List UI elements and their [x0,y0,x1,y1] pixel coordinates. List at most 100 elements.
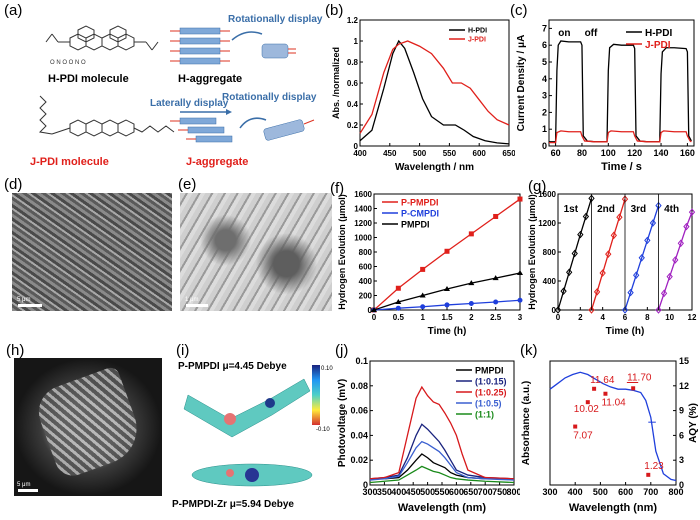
porous-structure [31,365,147,481]
sem-image-h: 5 μm [14,358,162,496]
y-tick-label-c: 6 [542,40,547,50]
j-aggregate-rotated [263,119,315,141]
y-tick-label-f: 600 [359,263,373,272]
jpdi-molecule-label: J-PDI molecule [30,156,109,168]
y-tick-label-j: 0.1 [355,356,368,366]
data-point-f-0 [517,196,523,202]
esp-maps: P-PMPDI μ=4.45 Debye 0.10 -0.10 P-PMPDI-… [172,361,333,510]
data-point-g-3 [672,256,679,264]
hpdi-molecule-label: H-PDI molecule [48,73,129,85]
x-tick-label-j: 500 [420,487,435,497]
x-tick-label-k: 700 [643,487,658,497]
x-tick-label-j: 650 [463,487,478,497]
x-tick-label-b: 600 [473,149,487,158]
x-tick-label-c: 160 [680,148,695,158]
data-point-g-2 [621,306,629,314]
data-point-f-0 [420,266,426,272]
sem-image-d: 5 μm [12,193,172,311]
y-tick-label-f: 1000 [354,234,372,243]
y-tick-label-g: 0 [552,306,557,315]
x-tick-label-f: 0 [372,313,377,322]
chart-b: 400 450 500 550 600 650 0 0.2 0.4 0.6 0.8 1 1.2 Wavel… [331,16,515,173]
data-point-f-0 [444,248,450,254]
scale-bar-e-text: 1 μm [185,297,199,303]
data-point-g-0 [577,230,584,239]
y-tick-label-f: 800 [359,248,373,257]
data-point-g-3 [655,306,662,314]
y-axis-label-f: Hydrogen Evolution (μmol) [337,194,347,310]
chart-f: 0 0.5 1 1.5 2 2.5 3 0 200 400 600 800 1000 1200 1400 16… [337,190,523,337]
x-tick-label-g: 6 [623,313,628,322]
aqy-label-1: 10.02 [574,404,599,415]
x-tick-label-f: 3 [518,313,523,322]
data-point-f-1 [517,297,523,303]
y-tick-label-f: 1200 [354,219,372,228]
data-point-g-2 [644,236,651,245]
legend-label-j-1: (1:0.15) [475,377,507,387]
x-tick-label-g: 2 [578,313,583,322]
legend-label-b-1: J-PDI [468,37,486,44]
lat-display-text: Laterally display [150,98,229,109]
y-tick-label-b: 0.6 [347,79,359,88]
x-tick-label-j: 450 [406,487,421,497]
chart-c: 60 80 100 120 140 160 0 1 2 3 4 5 6 7 Time / s Current … [516,19,695,173]
aqy-point-0 [573,424,578,429]
y-tick-label-b: 0 [354,142,359,151]
esp-top-blue [265,398,275,408]
x-axis-label-j: Wavelength (nm) [398,502,487,514]
panel-label-c: (c) [510,2,528,19]
series-line-g-3 [657,211,693,311]
x-tick-label-g: 4 [600,313,605,322]
scale-bar-h [18,489,38,492]
data-point-f-1 [420,304,426,310]
y-tick-label-b: 1.2 [347,16,359,25]
scale-bar-h-text: 5 μm [17,482,31,488]
y-tick-label-g: 1600 [538,190,556,199]
data-point-g-1 [610,231,617,240]
y-axis-label-b: Abs. /normalized [331,47,341,119]
y-tick-label-f: 400 [359,277,373,286]
x-tick-label-k: 600 [618,487,633,497]
esp-bottom-red [226,469,234,477]
panel-i-dipole: P-PMPDI μ=4.45 Debye 0.10 -0.10 P-PMPDI-… [170,355,335,515]
series-line-j-1 [369,423,515,480]
annotation-run-2: 2nd [597,204,615,215]
data-point-f-1 [493,299,499,305]
data-point-g-1 [616,213,623,221]
x-tick-label-b: 450 [383,149,397,158]
data-point-f-1 [468,300,474,306]
data-point-g-0 [582,212,590,221]
y-right-tick-label-k: 15 [679,356,689,366]
panel-label-g: (g) [528,178,547,195]
series-line-j-3 [369,440,515,481]
aqy-point-5 [646,472,651,477]
panel-label-f: (f) [330,180,345,197]
hpdi-molecule-drawing [45,25,159,51]
x-tick-label-k: 500 [593,487,608,497]
x-tick-label-k: 800 [668,487,683,497]
esp-bottom-blue [245,468,259,482]
data-point-g-1 [605,250,612,258]
j-aggregate-label: J-aggregate [186,156,248,168]
rotation-arrow-1 [231,31,263,41]
data-point-f-0 [468,231,474,237]
y-tick-label-b: 0.4 [347,100,359,109]
x-tick-label-j: 700 [478,487,493,497]
y-tick-label-c: 1 [542,124,547,134]
data-point-f-2 [371,307,377,312]
data-point-g-0 [571,249,578,258]
data-point-g-3 [660,289,668,298]
colorbar-min: -0.10 [316,427,330,433]
x-axis-label-k: Wavelength (nm) [569,502,658,514]
y-right-tick-label-k: 12 [679,381,689,391]
x-tick-label-f: 1.5 [441,313,453,322]
annotation-on: on [558,28,570,39]
y-axis-label-k: Absorbance (a.u.) [521,381,532,465]
y-tick-label-g: 800 [543,248,557,257]
series-line-j-4 [369,465,515,484]
x-axis-label-g: Time (h) [606,326,645,337]
y-tick-label-c: 5 [542,57,547,67]
y-tick-label-c: 0 [542,141,547,151]
plot-frame-k [549,360,677,486]
panel-a-schematic: O N O O N O H-PDI molecule Rotationally … [0,0,330,172]
